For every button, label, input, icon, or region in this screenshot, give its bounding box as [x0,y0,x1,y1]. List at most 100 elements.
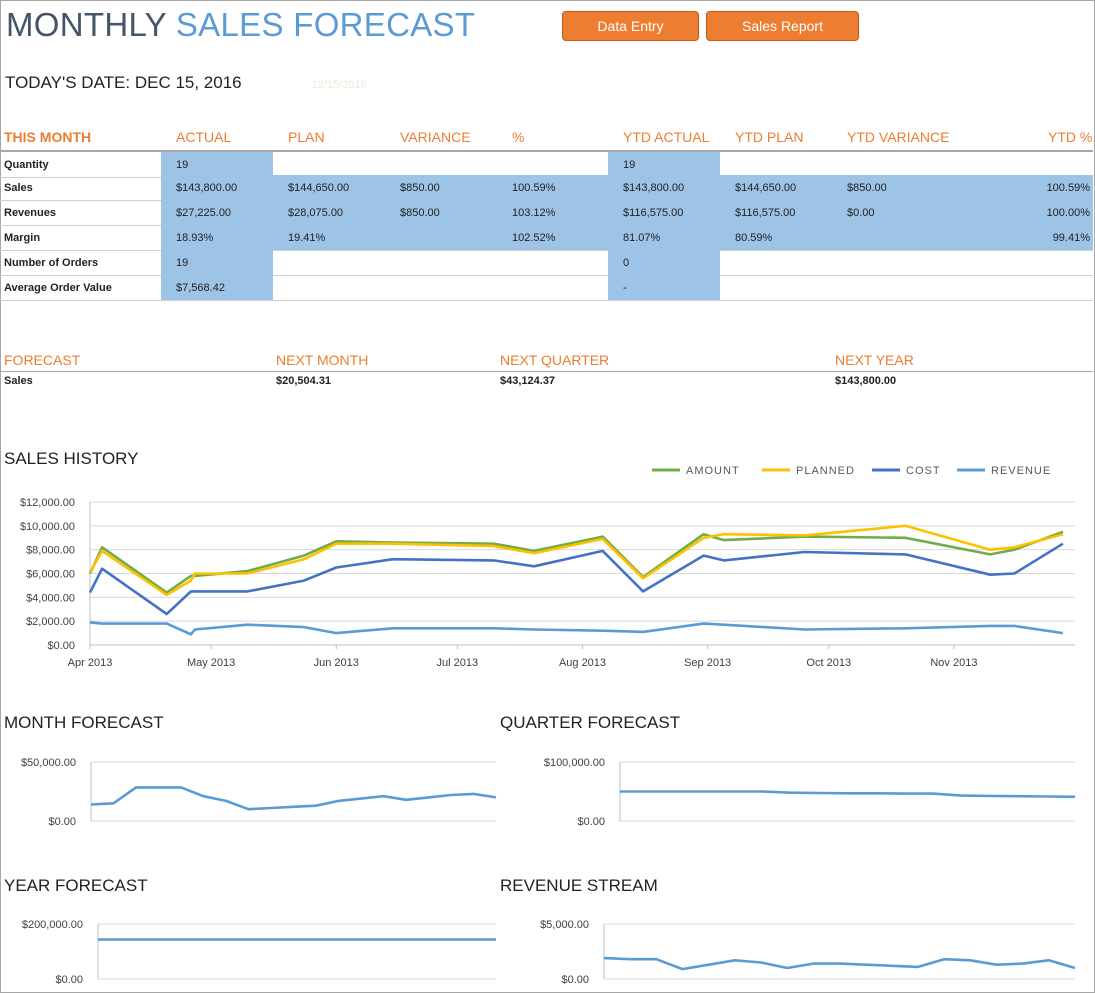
month-forecast-chart[interactable]: $0.00 $50,000.00 [0,745,500,840]
table-cell[interactable] [944,250,1093,275]
faint-date-note: 12/15/2016 [311,79,367,91]
table-cell[interactable]: 18.93% [161,225,273,250]
table-cell[interactable]: - [608,275,720,300]
y-tick-label: $6,000.00 [26,569,75,581]
x-tick-label: Jun 2013 [314,657,359,669]
sales-history-chart[interactable]: $0.00 $2,000.00 $4,000.00 $6,000.00 $8,000.0… [0,455,1095,680]
forecast-next-month-value[interactable]: $20,504.31 [276,375,332,387]
table-cell[interactable]: $143,800.00 [161,175,273,200]
table-cell[interactable] [832,275,944,300]
table-cell[interactable]: $850.00 [832,175,944,200]
x-tick-label: Oct 2013 [806,657,851,669]
y-tick-label: $0.00 [577,816,605,828]
row-label: Quantity [4,159,49,171]
table-cell[interactable]: 19 [608,152,720,177]
forecast-next-year-value[interactable]: $143,800.00 [835,375,897,387]
table-cell[interactable]: $116,575.00 [608,200,720,225]
row-label: Revenues [4,207,56,219]
table-cell[interactable] [385,152,497,177]
series-line-amount [88,530,1064,594]
forecast-next-year-header: NEXT YEAR [835,352,914,368]
table-cell[interactable]: 99.41% [944,225,1093,250]
table-cell[interactable]: $27,225.00 [161,200,273,225]
header-actual: ACTUAL [176,129,232,145]
table-cell[interactable]: 81.07% [608,225,720,250]
x-tick-label: Aug 2013 [559,657,606,669]
y-tick-label: $10,000.00 [20,521,75,533]
table-cell[interactable] [944,152,1093,177]
title-part-sales-forecast: SALES FORECAST [175,6,476,43]
series-line-planned [88,524,1064,597]
table-cell[interactable] [273,250,385,275]
y-tick-label: $2,000.00 [26,616,75,628]
table-cell[interactable]: $7,568.42 [161,275,273,300]
table-cell[interactable] [720,275,832,300]
table-cell[interactable] [497,250,608,275]
table-row: Number of Orders 19 0 [0,250,1093,276]
header-this-month: THIS MONTH [4,129,92,145]
table-cell[interactable] [497,152,608,177]
data-entry-button[interactable]: Data Entry [562,11,699,41]
forecast-divider [0,371,1093,372]
table-row: Revenues $27,225.00 $28,075.00 $850.00 103.1… [0,200,1093,226]
quarter-forecast-chart[interactable]: $0.00 $100,000.00 [500,745,1085,840]
table-cell[interactable] [273,152,385,177]
sales-report-button[interactable]: Sales Report [706,11,859,41]
header-ytd-variance: YTD VARIANCE [847,129,950,145]
table-cell[interactable]: $850.00 [385,175,497,200]
forecast-series-line [603,956,1076,971]
table-cell[interactable]: 19.41% [273,225,385,250]
table-cell[interactable]: 100.59% [944,175,1093,200]
forecast-next-month-header: NEXT MONTH [276,352,369,368]
year-forecast-chart[interactable]: $0.00 $200,000.00 [0,908,500,993]
table-cell[interactable] [273,275,385,300]
y-tick-label: $200,000.00 [22,919,83,931]
table-cell[interactable]: 19 [161,250,273,275]
header-variance: VARIANCE [400,129,471,145]
table-cell[interactable] [720,250,832,275]
table-cell[interactable]: $144,650.00 [273,175,385,200]
table-cell[interactable]: 103.12% [497,200,608,225]
table-cell[interactable] [832,152,944,177]
legend-entry-planned: PLANNED [796,465,855,477]
table-cell[interactable] [385,250,497,275]
row-label: Average Order Value [4,282,112,294]
table-cell[interactable]: $0.00 [832,200,944,225]
table-cell[interactable]: $28,075.00 [273,200,385,225]
table-cell[interactable] [497,275,608,300]
row-label: Number of Orders [4,257,99,269]
header-plan: PLAN [288,129,325,145]
table-cell[interactable] [832,225,944,250]
y-tick-label: $100,000.00 [544,757,605,769]
forecast-header: FORECAST [4,352,81,368]
table-cell[interactable]: 100.59% [497,175,608,200]
table-cell[interactable] [385,225,497,250]
forecast-next-quarter-value[interactable]: $43,124.37 [500,375,556,387]
table-cell[interactable]: 19 [161,152,273,177]
table-cell[interactable]: $144,650.00 [720,175,832,200]
table-cell[interactable]: $116,575.00 [720,200,832,225]
table-row: Margin 18.93% 19.41% 102.52% 81.07% 80.59% 99.… [0,225,1093,251]
y-tick-label: $12,000.00 [20,497,75,509]
x-tick-label: Jul 2013 [437,657,479,669]
quarter-forecast-title: QUARTER FORECAST [500,713,681,732]
table-cell[interactable]: $143,800.00 [608,175,720,200]
table-cell[interactable]: $850.00 [385,200,497,225]
forecast-row-label: Sales [4,375,33,387]
revenue-stream-chart[interactable]: $0.00 $5,000.00 [500,908,1085,993]
header-ytd-percent: YTD % [1048,129,1093,145]
header-ytd-plan: YTD PLAN [735,129,804,145]
table-cell[interactable] [720,152,832,177]
table-cell[interactable]: 80.59% [720,225,832,250]
table-cell[interactable] [385,275,497,300]
table-cell[interactable]: 100.00% [944,200,1093,225]
table-cell[interactable]: 0 [608,250,720,275]
legend-entry-cost: COST [906,465,941,477]
legend-entry-revenue: REVENUE [991,465,1051,477]
table-cell[interactable] [944,275,1093,300]
table-cell[interactable] [832,250,944,275]
sales-history-title: SALES HISTORY [4,449,139,468]
year-forecast-title: YEAR FORECAST [4,876,148,895]
y-tick-label: $50,000.00 [21,757,76,769]
table-cell[interactable]: 102.52% [497,225,608,250]
